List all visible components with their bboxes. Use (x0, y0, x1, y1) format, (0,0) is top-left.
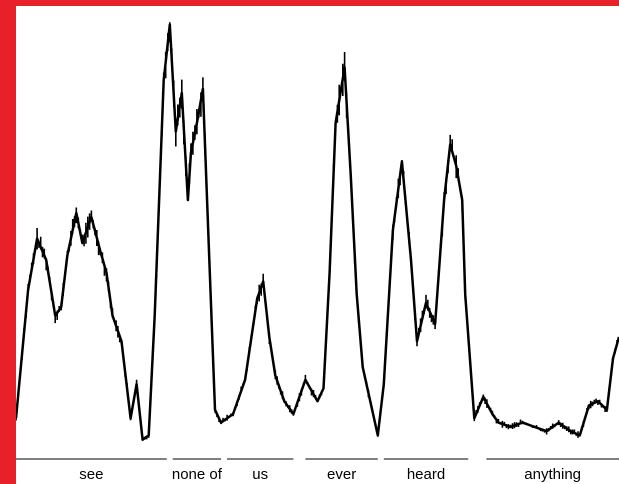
word-label-5: anything (524, 466, 581, 483)
word-label-4: heard (407, 466, 445, 483)
word-label-0: see (79, 466, 103, 483)
word-label-3: ever (327, 466, 356, 483)
word-label-1: none of (172, 466, 223, 483)
waveform-panel: see none of us ever heard anything (16, 6, 619, 484)
waveform-envelope-line (16, 23, 619, 441)
word-label-2: us (252, 466, 268, 483)
waveform-chart: see none of us ever heard anything (16, 22, 619, 483)
waveform-jitter (16, 22, 618, 441)
